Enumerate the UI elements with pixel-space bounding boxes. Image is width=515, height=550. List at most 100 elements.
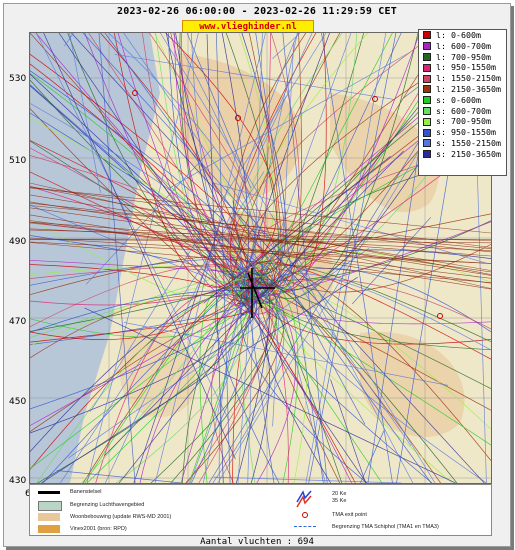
legend-entry: l: 700-950m: [423, 52, 506, 63]
flight-track: [30, 304, 245, 338]
legend-swatch: [423, 128, 431, 137]
airport-swatch: [38, 501, 62, 511]
flight-track: [88, 33, 250, 299]
flight-track: [69, 33, 101, 193]
flight-track: [30, 201, 491, 276]
legend-swatch: [423, 139, 431, 148]
legend-swatch: [423, 117, 431, 126]
legend-label: s: 2150-3650m: [436, 148, 501, 159]
flight-track: [41, 276, 358, 483]
legend-entry: s: 600-700m: [423, 106, 506, 117]
y-tick-label: 530: [9, 74, 27, 84]
flight-track: [149, 33, 281, 292]
tma-border-swatch: [294, 526, 316, 527]
flight-track: [272, 42, 295, 427]
flight-track: [60, 171, 265, 483]
flight-count: Aantal vluchten : 694: [200, 537, 314, 547]
flight-track: [67, 248, 370, 459]
flight-track: [30, 237, 491, 264]
flight-track: [30, 205, 491, 249]
flight-track: [30, 33, 237, 294]
y-tick-label: 430: [9, 476, 27, 486]
flight-track: [272, 244, 491, 293]
legend-entry: l: 1550-2150m: [423, 73, 506, 84]
flight-track: [255, 33, 324, 483]
legend-label: l: 700-950m: [436, 51, 491, 62]
tma-border-label: Begrenzing TMA Schiphol (TMA1 en TMA3): [332, 524, 439, 530]
flight-track: [258, 287, 331, 483]
legend-swatch: [423, 96, 431, 105]
legend-label: l: 1550-2150m: [436, 73, 501, 84]
legend-swatch: [423, 85, 431, 94]
flight-track: [30, 229, 491, 241]
flight-track: [308, 33, 397, 483]
legend-entry: l: 2150-3650m: [423, 84, 506, 95]
flight-track: [165, 33, 278, 278]
flight-track: [296, 261, 414, 483]
legend-swatch: [423, 106, 431, 115]
flight-track: [56, 470, 182, 483]
flight-track: [267, 287, 491, 430]
legend-entry: s: 0-600m: [423, 95, 506, 106]
flight-track: [104, 33, 432, 483]
tma-exit-point: [437, 313, 443, 319]
flight-track: [202, 33, 298, 483]
tma-exit-point: [235, 115, 241, 121]
flight-track: [117, 33, 274, 315]
map-legend: Banenstelsel Begrenzing Luchthavengebied…: [29, 484, 492, 536]
flight-track: [273, 265, 491, 343]
legend-entry: l: 0-600m: [423, 30, 506, 41]
flight-track: [30, 53, 275, 283]
flight-track: [30, 219, 243, 309]
tma-exit-icon: [302, 512, 308, 518]
tma-exit-point: [132, 90, 138, 96]
flight-track: [30, 220, 491, 284]
flight-track: [43, 33, 236, 460]
flight-track: [30, 194, 491, 271]
legend-label: s: 1550-2150m: [436, 137, 501, 148]
flight-track: [84, 33, 262, 307]
tma-exit-label: TMA exit point: [332, 512, 367, 518]
flight-track: [254, 297, 433, 483]
flight-track: [30, 186, 491, 275]
flight-track: [272, 33, 301, 60]
runway-system: [240, 268, 275, 318]
flight-track: [114, 53, 396, 100]
flight-track: [247, 33, 263, 483]
noise-35-label: 35 Ke: [332, 498, 347, 504]
flight-track: [185, 278, 285, 483]
legend-entry: s: 950-1550m: [423, 127, 506, 138]
flight-track: [179, 33, 256, 290]
legend-swatch: [423, 52, 431, 61]
flight-track: [258, 33, 313, 150]
vinex-swatch: [38, 525, 60, 533]
flight-track: [30, 85, 248, 305]
legend-entry: l: 600-700m: [423, 41, 506, 52]
noise-contour-icon: [296, 490, 312, 508]
flight-track: [115, 292, 248, 483]
legend-label: l: 600-700m: [436, 40, 491, 51]
flight-track: [30, 259, 266, 276]
flight-track: [214, 286, 280, 483]
legend-label: s: 700-950m: [436, 116, 491, 127]
runway-label: Banenstelsel: [70, 489, 102, 495]
legend-entry: s: 1550-2150m: [423, 138, 506, 149]
flight-track-map: [29, 32, 492, 484]
flight-track: [30, 186, 491, 248]
time-range-title: 2023-02-26 06:00:00 - 2023-02-26 11:29:5…: [117, 6, 397, 17]
legend-swatch: [423, 150, 431, 159]
flight-track: [248, 33, 282, 288]
flight-track: [305, 33, 387, 483]
flight-track: [168, 33, 270, 287]
flight-track: [213, 476, 402, 483]
flight-track: [30, 103, 242, 277]
flight-track: [133, 218, 223, 483]
flight-track: [86, 33, 199, 483]
flight-track: [113, 33, 241, 288]
flight-track: [36, 33, 230, 421]
y-tick-label: 510: [9, 156, 27, 166]
flight-track: [240, 273, 368, 483]
flight-track: [30, 182, 491, 289]
flight-track: [215, 33, 231, 483]
legend-entry: l: 950-1550m: [423, 62, 506, 73]
